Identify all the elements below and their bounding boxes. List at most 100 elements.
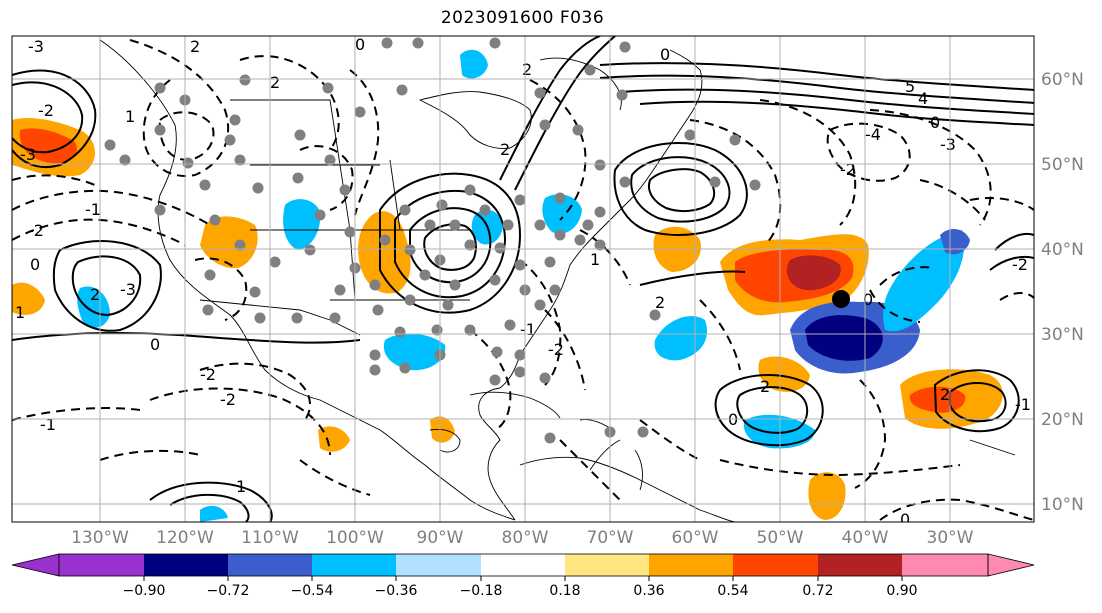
storm-marker [832,290,850,308]
positive-anomaly-pacific-south [12,282,45,315]
colorbar-tick: 0.72 [802,583,834,599]
svg-text:4: 4 [918,89,928,108]
negative-anomaly-caribbean [654,316,708,361]
colorbar-tick-labels: −0.90 −0.72 −0.54 −0.36 −0.18 0.18 0.36 … [0,583,1102,603]
positive-anomaly-tropical [758,356,810,392]
strong-negative-anomaly-atlantic [805,315,883,361]
svg-text:2: 2 [190,37,200,56]
lat-tick: 50°N [1041,155,1084,175]
max-positive-anomaly-atlantic [786,255,841,291]
colorbar-tick: 0.18 [549,583,581,599]
svg-text:2: 2 [270,73,280,92]
colorbar-bin [59,554,144,576]
svg-text:2: 2 [522,60,532,79]
colorbar-bin [649,554,733,576]
contour-labels: -3 2 1 0 -2 -1 -3 -2 1 -2 -2 -1 0 1 2 2 … [15,35,1031,522]
lon-tick: 100°W [326,528,384,548]
lon-tick: 30°W [927,528,974,548]
svg-text:-1: -1 [520,320,536,339]
svg-text:0: 0 [863,290,873,309]
negative-anomaly-south-pacific [200,505,228,522]
colorbar-bin [733,554,818,576]
lon-tick: 50°W [757,528,804,548]
colorbar-tick: 0.54 [717,583,749,599]
colorbar-bin [902,554,988,576]
svg-text:-1: -1 [1015,395,1031,414]
negative-anomaly-tropical-atlantic [743,414,815,449]
colorbar-tick: −0.72 [206,583,250,599]
colorbar [11,553,1035,581]
colorbar-tick: −0.90 [122,583,166,599]
colorbar-tick: −0.54 [290,583,334,599]
lat-tick: 40°N [1041,240,1084,260]
svg-text:0: 0 [930,113,940,132]
map-frame [11,35,1035,523]
lon-tick: 40°W [842,528,889,548]
colorbar-bin [312,554,396,576]
svg-text:2: 2 [940,385,950,404]
positive-anomaly-west [200,216,258,269]
lon-tick: 110°W [241,528,299,548]
colorbar-bin [396,554,481,576]
positive-anomaly-central-america [318,426,350,452]
lon-tick-labels: 130°W 120°W 110°W 100°W 90°W 80°W 70°W 6… [71,528,974,548]
svg-text:-2: -2 [200,365,216,384]
svg-text:-2: -2 [840,160,856,179]
svg-text:2: 2 [655,293,665,312]
colorbar-tick: −0.36 [374,583,418,599]
lat-tick-labels: 60°N 50°N 40°N 30°N 20°N 10°N [1041,70,1084,515]
svg-text:-3: -3 [940,135,956,154]
lat-tick: 60°N [1041,70,1084,90]
colorbar-bin [228,554,312,576]
svg-text:2: 2 [500,140,510,159]
svg-text:5: 5 [905,77,915,96]
svg-text:2: 2 [90,285,100,304]
lon-tick: 60°W [672,528,719,548]
negative-anomaly-hudson [460,49,488,79]
svg-text:1: 1 [15,303,25,322]
lat-tick: 10°N [1041,495,1084,515]
lat-tick: 30°N [1041,325,1084,345]
svg-text:-4: -4 [865,125,881,144]
negative-anomaly-northeast [542,194,582,234]
light-negative-anomaly-east [883,230,965,332]
svg-text:1: 1 [236,477,246,496]
svg-text:-3: -3 [28,37,44,56]
svg-text:-2: -2 [1012,255,1028,274]
gridlines [12,36,1034,522]
strong-positive-anomaly-pacific [19,128,78,164]
coastlines [99,39,1016,522]
svg-text:0: 0 [355,35,365,54]
svg-text:-2: -2 [38,101,54,120]
svg-text:-2: -2 [548,340,564,359]
colorbar-tick: −0.18 [459,583,503,599]
svg-text:-1: -1 [40,415,56,434]
negative-anomaly-gulf-coast [383,333,446,371]
negative-anomaly-far-east [940,228,970,255]
svg-text:0: 0 [150,335,160,354]
lon-tick: 120°W [156,528,214,548]
svg-text:0: 0 [660,45,670,64]
colorbar-bin [481,554,565,576]
map-title: 2023091600 F036 [440,8,605,28]
svg-text:-3: -3 [120,280,136,299]
svg-text:-2: -2 [220,390,236,409]
svg-text:1: 1 [590,250,600,269]
colorbar-tick: 0.90 [886,583,918,599]
svg-text:2: 2 [760,377,770,396]
negative-anomaly-pacific [77,286,110,328]
svg-text:-2: -2 [28,221,44,240]
svg-text:-3: -3 [20,145,36,164]
svg-text:0: 0 [30,255,40,274]
lon-tick: 130°W [71,528,129,548]
colorbar-tick: 0.36 [633,583,665,599]
colorbar-bin [144,554,228,576]
colorbar-extend-low [11,553,60,577]
positive-anomaly-south [808,472,846,520]
negative-anomaly-rockies [283,199,321,250]
positive-anomaly-midwest [358,211,411,294]
lat-tick: 20°N [1041,410,1084,430]
colorbar-bin [565,554,649,576]
colorbar-extend-high [987,553,1035,577]
